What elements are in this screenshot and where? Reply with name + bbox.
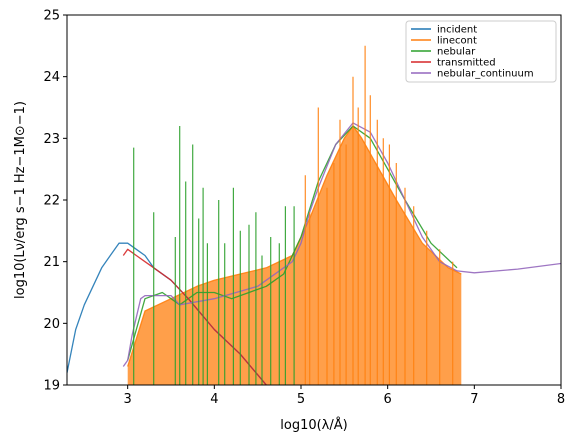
series-layer (67, 45, 561, 385)
y-tick-label: 25 (43, 9, 60, 24)
legend-label: nebular (437, 47, 476, 58)
legend-label: transmitted (437, 58, 496, 69)
legend-frame (405, 20, 557, 83)
y-tick-label: 22 (43, 194, 60, 209)
x-tick-label: 7 (470, 392, 478, 407)
legend-label: incident (437, 25, 477, 36)
x-tick-label: 3 (124, 392, 132, 407)
y-tick-label: 20 (43, 317, 60, 332)
x-tick-label: 5 (297, 392, 305, 407)
legend-label: linecont (437, 36, 477, 47)
x-tick-label: 4 (210, 392, 218, 407)
y-axis: 19 20 21 22 23 24 25 (43, 9, 67, 394)
y-tick-label: 19 (43, 379, 60, 394)
x-tick-label: 6 (384, 392, 392, 407)
legend-label: nebular_continuum (437, 69, 534, 80)
y-tick-label: 23 (43, 132, 60, 147)
series-transmitted-line (122, 248, 267, 385)
y-tick-label: 24 (43, 70, 60, 85)
y-axis-label: log10(Lν/erg s−1 Hz−1M⊙−1) (13, 101, 28, 299)
x-tick-label: 8 (557, 392, 565, 407)
legend: incidentlinecontnebulartransmittednebula… (405, 20, 557, 83)
y-tick-label: 21 (43, 255, 60, 270)
x-axis: 3 4 5 6 7 8 (124, 385, 565, 407)
x-axis-label: log10(λ/Å) (280, 417, 347, 433)
